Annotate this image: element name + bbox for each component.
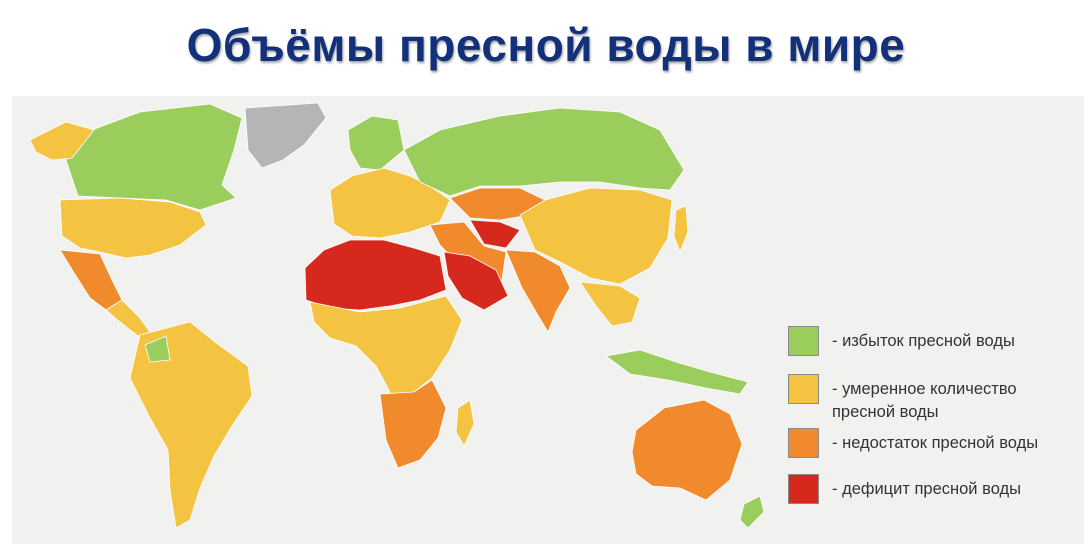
region-canada <box>65 103 243 211</box>
legend-swatch-moderate <box>788 374 819 404</box>
legend-label-surplus: - избыток пресной воды <box>832 332 1015 350</box>
region-china <box>519 187 673 285</box>
region-northern-europe <box>347 115 405 171</box>
legend-swatch-surplus <box>788 326 819 356</box>
region-central-asia <box>469 219 521 249</box>
legend-label-shortage: - недостаток пресной воды <box>832 434 1039 452</box>
region-europe <box>329 167 451 239</box>
legend-swatch-deficit <box>788 474 819 504</box>
region-greenland <box>244 102 327 169</box>
region-india <box>505 249 571 333</box>
region-southeast-asia <box>579 281 641 327</box>
region-southern-africa <box>379 379 447 469</box>
region-australia <box>631 399 743 501</box>
region-indonesia <box>605 349 749 395</box>
region-usa <box>59 197 207 259</box>
region-guyanas <box>144 335 171 363</box>
region-russia <box>403 107 685 197</box>
region-north-africa <box>304 239 447 311</box>
world-map-svg <box>29 102 765 529</box>
region-alaska <box>29 121 95 161</box>
region-south-america <box>129 321 253 529</box>
region-arabian-peninsula <box>443 251 509 311</box>
region-japan <box>673 205 689 253</box>
region-central-africa <box>309 295 463 397</box>
region-madagascar <box>455 399 475 447</box>
region-new-zealand <box>739 495 765 529</box>
legend-label-deficit: - дефицит пресной воды <box>832 480 1021 498</box>
region-mexico <box>59 249 123 311</box>
page-title: Объёмы пресной воды в мире <box>186 19 906 71</box>
world-map: - избыток пресной воды - умеренное колич… <box>12 96 1084 544</box>
legend-label-moderate: - умеренное количество пресной воды <box>832 380 1017 421</box>
legend-swatch-shortage <box>788 428 819 458</box>
